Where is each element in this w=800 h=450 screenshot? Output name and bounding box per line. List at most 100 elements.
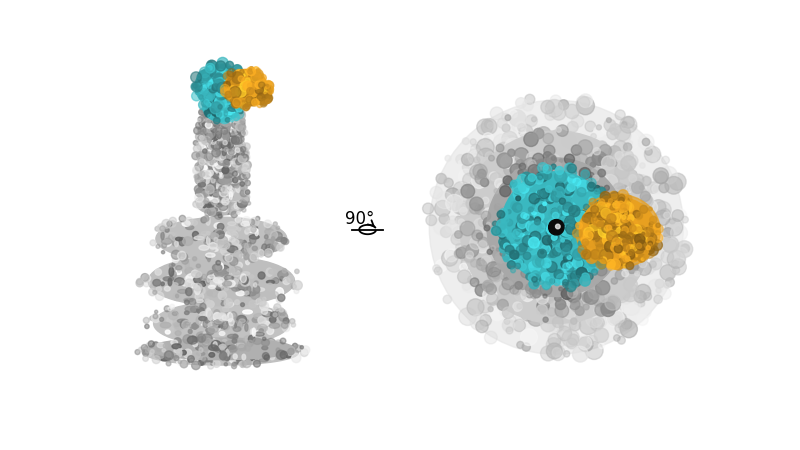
Ellipse shape (206, 253, 215, 257)
Ellipse shape (215, 162, 225, 171)
Ellipse shape (236, 141, 244, 145)
Circle shape (554, 236, 559, 241)
Ellipse shape (228, 142, 232, 151)
Circle shape (237, 88, 246, 97)
Ellipse shape (177, 349, 182, 357)
Circle shape (605, 218, 618, 232)
Circle shape (609, 201, 620, 212)
Circle shape (217, 83, 226, 93)
Ellipse shape (194, 359, 202, 364)
Circle shape (594, 171, 605, 183)
Circle shape (239, 101, 248, 109)
Circle shape (578, 336, 592, 350)
Ellipse shape (199, 316, 206, 321)
Ellipse shape (222, 160, 232, 164)
Circle shape (593, 148, 601, 155)
Ellipse shape (224, 132, 228, 135)
Circle shape (654, 223, 660, 230)
Circle shape (624, 278, 638, 292)
Circle shape (280, 351, 287, 359)
Circle shape (610, 315, 620, 324)
Ellipse shape (234, 173, 242, 180)
Circle shape (622, 297, 640, 315)
Circle shape (500, 212, 510, 222)
Ellipse shape (182, 237, 193, 245)
Circle shape (217, 83, 227, 93)
Ellipse shape (239, 154, 243, 162)
Circle shape (226, 61, 234, 69)
Circle shape (586, 248, 594, 256)
Circle shape (486, 284, 496, 294)
Circle shape (242, 89, 252, 99)
Circle shape (511, 149, 523, 162)
Ellipse shape (212, 132, 218, 141)
Circle shape (612, 312, 626, 327)
Circle shape (237, 85, 247, 95)
Circle shape (638, 218, 654, 233)
Circle shape (564, 152, 575, 163)
Ellipse shape (272, 232, 282, 240)
Circle shape (198, 119, 201, 122)
Circle shape (646, 224, 663, 241)
Circle shape (258, 95, 264, 102)
Circle shape (612, 237, 623, 249)
Ellipse shape (209, 211, 219, 216)
Ellipse shape (286, 349, 296, 355)
Circle shape (628, 241, 634, 248)
Ellipse shape (214, 144, 224, 150)
Circle shape (566, 288, 582, 305)
Circle shape (152, 356, 160, 364)
Circle shape (238, 71, 248, 81)
Ellipse shape (222, 339, 227, 343)
Ellipse shape (207, 133, 214, 136)
Circle shape (222, 75, 234, 87)
Circle shape (455, 189, 469, 204)
Circle shape (543, 165, 554, 176)
Ellipse shape (227, 136, 230, 145)
Ellipse shape (229, 355, 236, 363)
Circle shape (617, 200, 623, 206)
Circle shape (622, 265, 628, 271)
Ellipse shape (235, 102, 242, 110)
Ellipse shape (206, 185, 210, 189)
Circle shape (542, 171, 551, 180)
Circle shape (247, 77, 254, 83)
Circle shape (606, 211, 611, 216)
Circle shape (532, 200, 544, 212)
Circle shape (221, 88, 230, 97)
Ellipse shape (215, 352, 225, 357)
Circle shape (195, 201, 203, 209)
Circle shape (539, 240, 552, 253)
Circle shape (624, 241, 634, 250)
Ellipse shape (198, 349, 206, 358)
Circle shape (636, 253, 639, 257)
Circle shape (155, 269, 162, 275)
Ellipse shape (220, 110, 230, 117)
Ellipse shape (235, 343, 245, 347)
Ellipse shape (208, 177, 212, 184)
Circle shape (579, 167, 590, 179)
Circle shape (192, 152, 200, 160)
Circle shape (234, 67, 243, 76)
Circle shape (626, 248, 634, 257)
Ellipse shape (202, 314, 207, 323)
Ellipse shape (219, 270, 229, 275)
Ellipse shape (226, 111, 230, 116)
Circle shape (563, 202, 573, 212)
Ellipse shape (211, 174, 218, 180)
Circle shape (531, 271, 540, 279)
Ellipse shape (234, 128, 243, 131)
Ellipse shape (270, 355, 274, 360)
Circle shape (249, 67, 254, 72)
Circle shape (649, 222, 654, 227)
Circle shape (245, 190, 250, 194)
Ellipse shape (195, 345, 200, 352)
Ellipse shape (230, 238, 236, 241)
Circle shape (522, 164, 528, 170)
Circle shape (510, 286, 516, 292)
Circle shape (263, 96, 266, 99)
Circle shape (531, 151, 539, 158)
Ellipse shape (220, 180, 230, 188)
Ellipse shape (211, 183, 222, 189)
Circle shape (462, 173, 476, 187)
